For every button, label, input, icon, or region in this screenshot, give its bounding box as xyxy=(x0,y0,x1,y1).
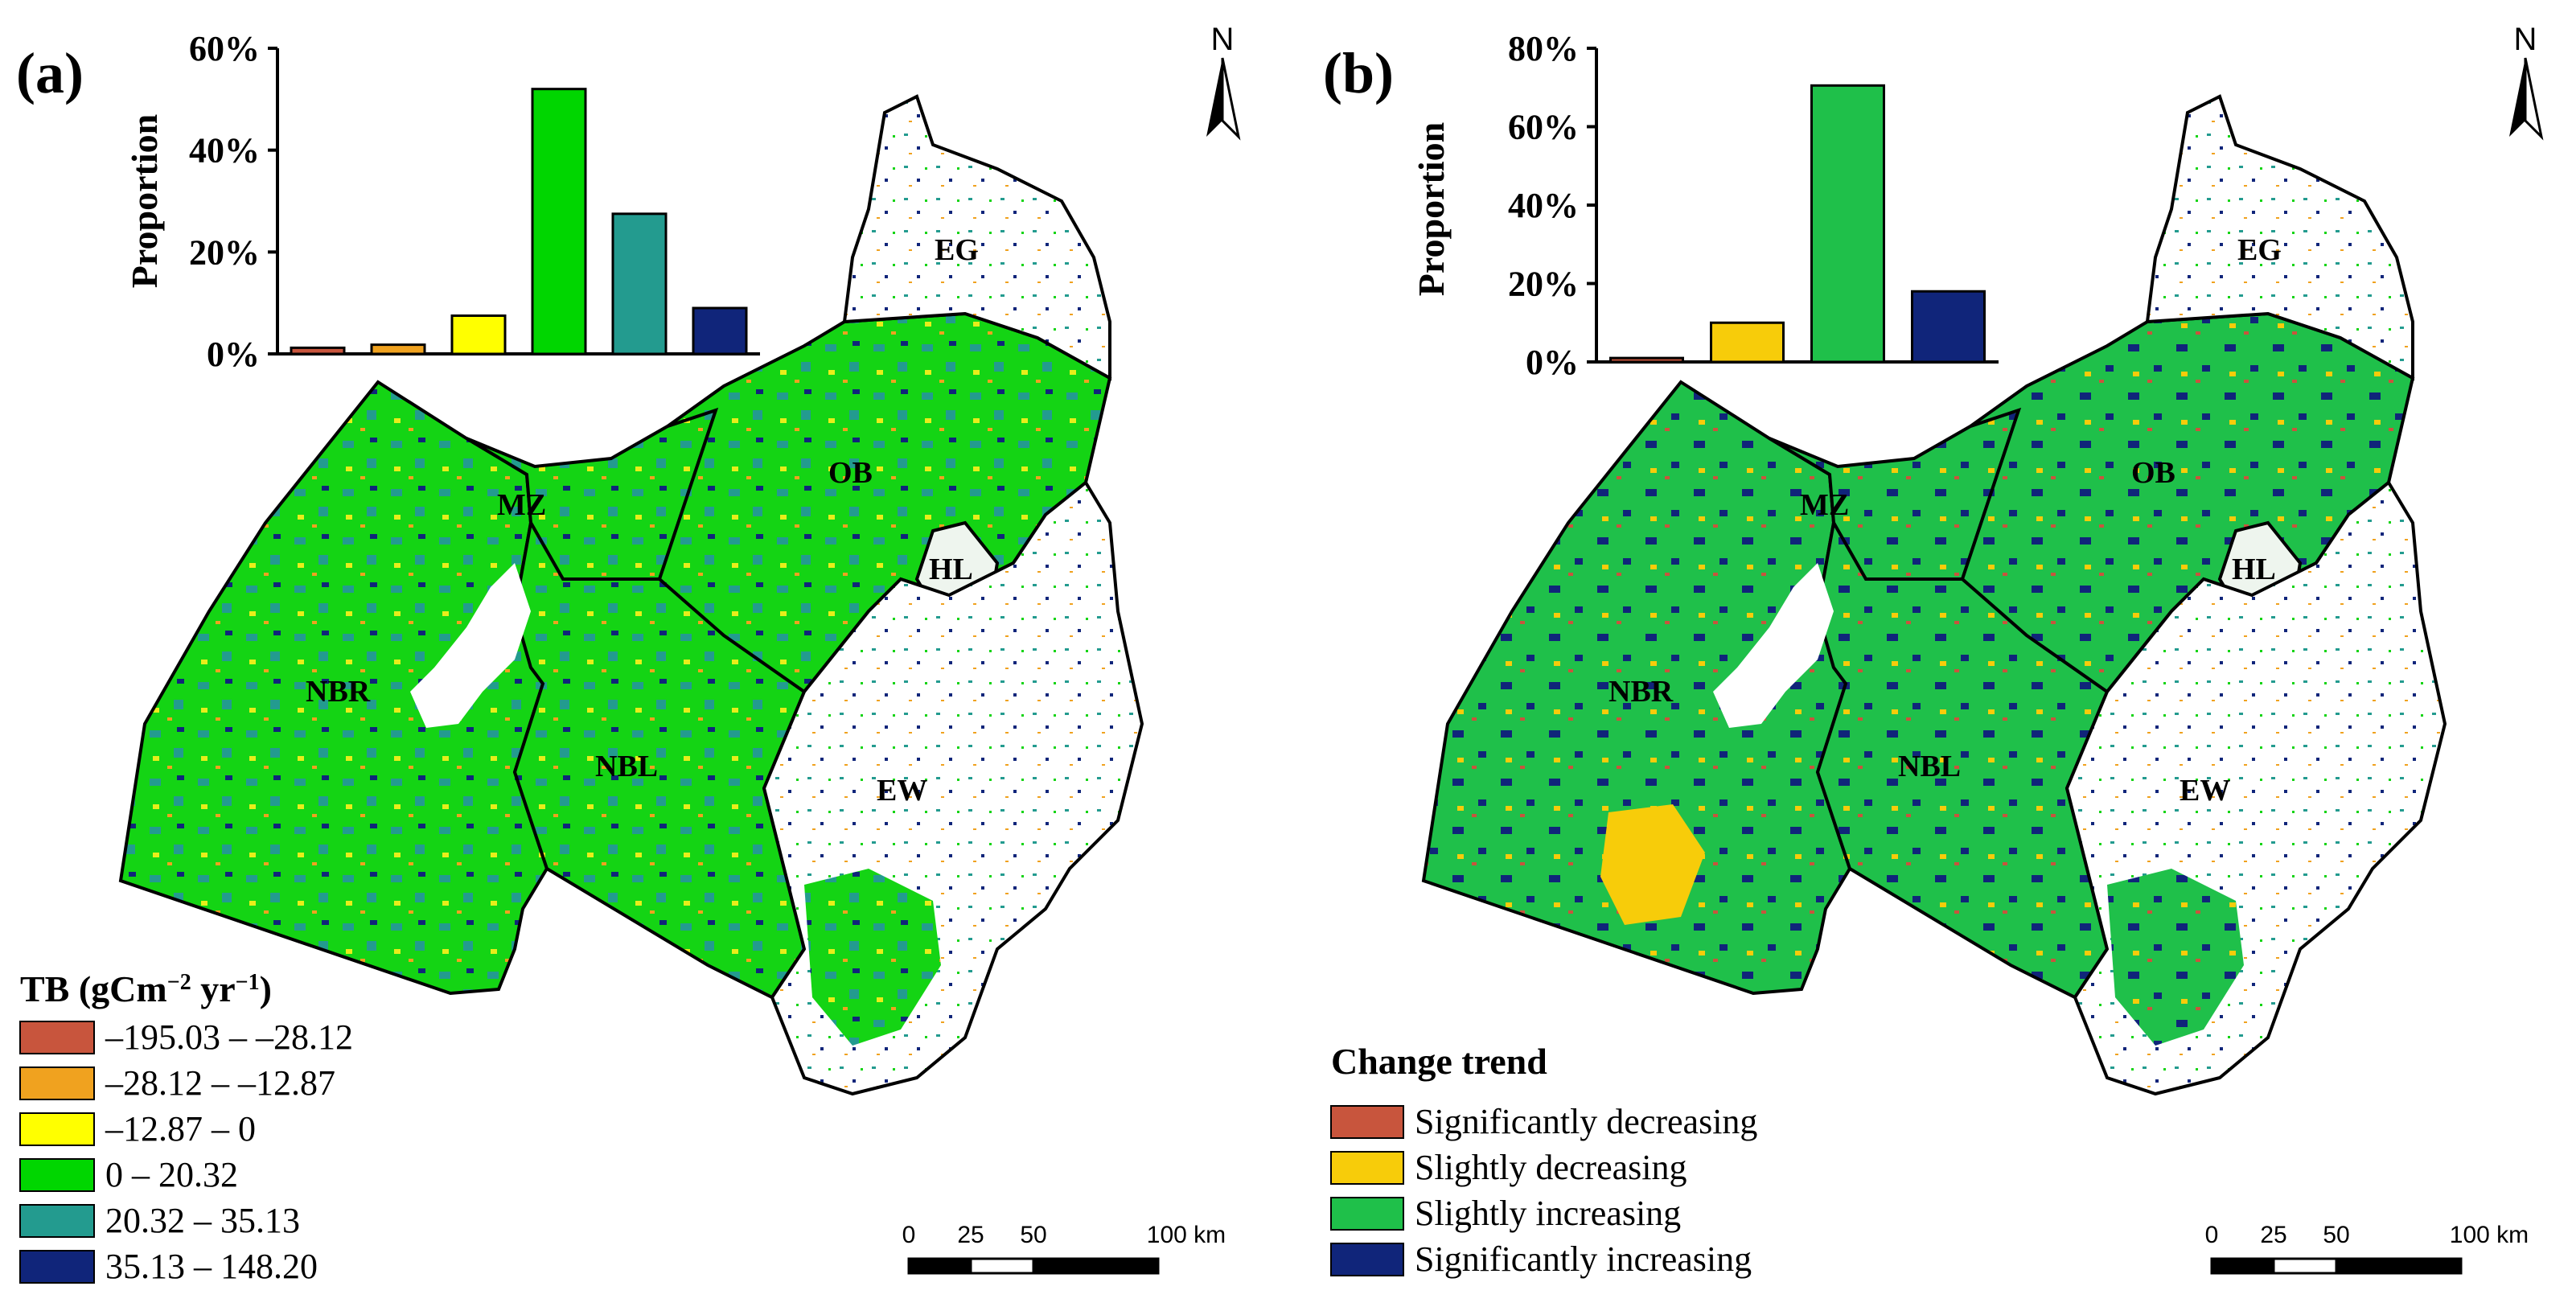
chart-a-y-tick-label: 0% xyxy=(207,335,260,374)
chart-a-bar xyxy=(531,88,587,355)
chart-a-bar xyxy=(290,346,346,355)
legend-a-item-label: 0 – 20.32 xyxy=(105,1155,238,1194)
legend-a-title: TB (gCm−2 yr−1) xyxy=(20,968,272,1009)
chart-a-bar xyxy=(370,343,426,355)
legend-b-item-label: Slightly increasing xyxy=(1415,1194,1681,1233)
legend-b-swatch xyxy=(1330,1243,1404,1276)
legend-b-item-label: Significantly increasing xyxy=(1415,1239,1752,1279)
chart-b-bar xyxy=(1609,356,1684,364)
scale-b-label-50: 50 xyxy=(2323,1222,2349,1248)
scale-a-seg-2 xyxy=(969,1257,1035,1275)
region-label-nbr: NBR xyxy=(306,675,371,709)
region-b-label-mz: MZ xyxy=(1800,488,1849,522)
scale-a-label-100: 100 km xyxy=(1147,1222,1226,1248)
legend-a-swatch xyxy=(19,1250,95,1284)
panel-b-map: EG OB MZ HL NBR NBL EW xyxy=(1421,94,2447,1096)
legend-b-item-label: Significantly decreasing xyxy=(1415,1102,1757,1141)
panel-a: (a) EG OB MZ HL NBR NBL EW N Pr xyxy=(16,22,1241,1286)
legend-a-swatch xyxy=(19,1158,95,1192)
legend-b-item-label: Slightly decreasing xyxy=(1415,1148,1687,1187)
legend-a-item-label: –12.87 – 0 xyxy=(105,1109,256,1149)
north-arrow-b-left xyxy=(2509,58,2525,137)
scale-b-seg-3 xyxy=(2335,1257,2463,1275)
legend-a-swatch xyxy=(19,1112,95,1146)
chart-b-y-tick-label: 40% xyxy=(1508,186,1579,225)
region-label-nbl: NBL xyxy=(595,750,658,783)
region-label-hl: HL xyxy=(929,553,973,586)
map-b-region-eg xyxy=(2145,94,2414,381)
scale-a-label-50: 50 xyxy=(1020,1222,1046,1248)
chart-a-y-tick-label: 60% xyxy=(189,29,260,68)
legend-a-item-label: 35.13 – 148.20 xyxy=(105,1247,318,1286)
north-arrow-a-right xyxy=(1221,57,1241,141)
legend-b-swatch xyxy=(1330,1105,1404,1139)
legend-b-swatch xyxy=(1330,1197,1404,1231)
chart-a-bar xyxy=(450,314,507,355)
chart-a-y-tick-label: 20% xyxy=(189,232,260,272)
north-letter-b: N xyxy=(2514,22,2537,57)
map-region-eg xyxy=(842,94,1111,381)
map-b-yellow-patch xyxy=(1600,804,1705,925)
north-arrow-a: N xyxy=(1206,22,1241,141)
chart-b-bar xyxy=(1710,321,1785,364)
panel-b-label: (b) xyxy=(1323,41,1394,105)
region-b-label-hl: HL xyxy=(2232,553,2276,586)
map-b-green-south-lobe xyxy=(2107,869,2244,1046)
legend-b-title: Change trend xyxy=(1331,1041,1547,1082)
scale-b-label-0: 0 xyxy=(2205,1222,2219,1248)
chart-b-y-tick-label: 20% xyxy=(1508,265,1579,304)
region-b-label-ob: OB xyxy=(2131,456,2175,490)
legend-a: TB (gCm−2 yr−1) –195.03 – –28.12 –28.12 –… xyxy=(19,968,353,1286)
legend-a-item-label: 20.32 – 35.13 xyxy=(105,1201,300,1240)
legend-b-swatch xyxy=(1330,1151,1404,1185)
chart-b-y-tick-label: 0% xyxy=(1526,343,1579,382)
region-label-mz: MZ xyxy=(497,488,546,522)
scale-b-seg-1 xyxy=(2210,1257,2275,1275)
north-arrow-a-left xyxy=(1206,58,1222,137)
chart-b-ylabel: Proportion xyxy=(1411,122,1452,296)
region-b-label-ew: EW xyxy=(2180,774,2230,808)
legend-a-swatch xyxy=(19,1021,95,1054)
chart-a: Proportion 0% 20% 40% 60% xyxy=(124,29,760,374)
legend-a-item-label: –28.12 – –12.87 xyxy=(105,1063,335,1103)
chart-b-y-tick-label: 80% xyxy=(1508,29,1579,68)
map-green-south-lobe xyxy=(804,869,941,1046)
scale-a-label-25: 25 xyxy=(957,1222,984,1248)
scale-a-seg-3 xyxy=(1032,1257,1160,1275)
map-lake xyxy=(410,563,531,728)
region-label-eg: EG xyxy=(935,233,979,267)
scale-b-label-100: 100 km xyxy=(2450,1222,2529,1248)
scale-b-seg-2 xyxy=(2272,1257,2338,1275)
chart-b: Proportion 0% 20% 40% 60% 80% xyxy=(1411,29,1999,382)
panel-a-label: (a) xyxy=(16,41,84,105)
scale-a-label-0: 0 xyxy=(902,1222,916,1248)
scale-a-seg-1 xyxy=(907,1257,972,1275)
region-label-ob: OB xyxy=(828,456,873,490)
north-arrow-b: N xyxy=(2509,22,2544,141)
map-b-lake xyxy=(1713,563,1834,728)
panel-b: (b) EG OB MZ HL NBR NBL EW N xyxy=(1323,22,2544,1279)
scale-b-label-25: 25 xyxy=(2260,1222,2286,1248)
region-b-label-eg: EG xyxy=(2237,233,2282,267)
region-label-ew: EW xyxy=(877,774,927,808)
region-b-label-nbl: NBL xyxy=(1898,750,1961,783)
legend-a-swatch xyxy=(19,1066,95,1100)
chart-b-bar xyxy=(1810,84,1885,364)
legend-a-item-label: –195.03 – –28.12 xyxy=(105,1017,353,1057)
legend-a-swatch xyxy=(19,1204,95,1238)
panel-a-map: EG OB MZ HL NBR NBL EW xyxy=(118,94,1144,1096)
legend-b: Change trend Significantly decreasing Sli… xyxy=(1330,1041,1757,1279)
chart-b-bar xyxy=(1911,290,1986,364)
scale-bar-b: 0 25 50 100 km xyxy=(2205,1222,2529,1275)
chart-a-ylabel: Proportion xyxy=(124,114,165,288)
chart-b-y-tick-label: 60% xyxy=(1508,108,1579,147)
region-b-label-nbr: NBR xyxy=(1608,675,1674,709)
chart-a-y-tick-label: 40% xyxy=(189,131,260,171)
north-arrow-b-right xyxy=(2524,57,2544,141)
chart-a-bar xyxy=(611,212,668,355)
chart-a-bar xyxy=(692,306,748,355)
scale-bar-a: 0 25 50 100 km xyxy=(902,1222,1226,1275)
north-letter-a: N xyxy=(1211,22,1235,57)
